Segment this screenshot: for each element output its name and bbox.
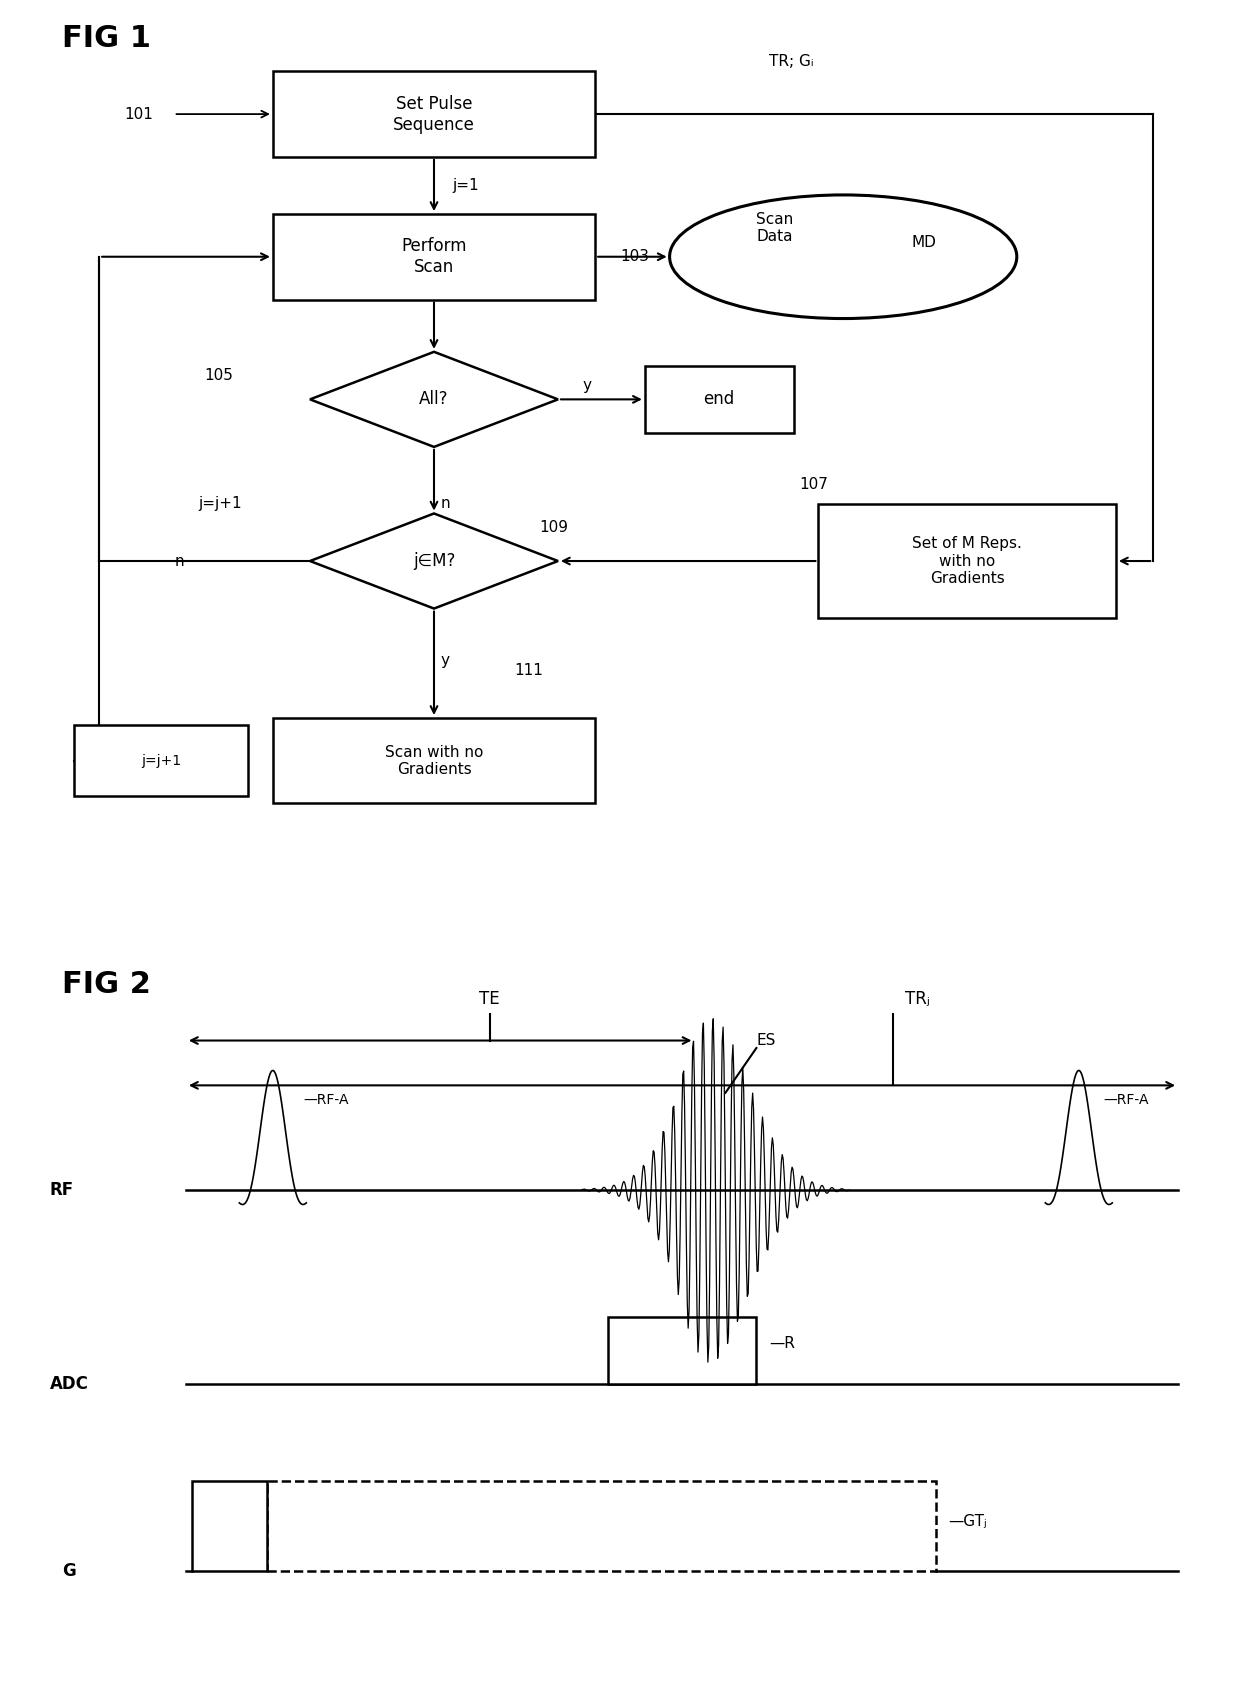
Polygon shape xyxy=(310,351,558,447)
Polygon shape xyxy=(310,513,558,608)
FancyBboxPatch shape xyxy=(273,718,595,803)
Text: MD: MD xyxy=(911,234,936,250)
Text: —RF-A: —RF-A xyxy=(1104,1094,1149,1107)
Text: Set of M Reps.
with no
Gradients: Set of M Reps. with no Gradients xyxy=(913,537,1022,586)
Text: FIG 2: FIG 2 xyxy=(62,970,151,998)
Text: y: y xyxy=(440,654,449,669)
Text: Scan with no
Gradients: Scan with no Gradients xyxy=(384,744,484,778)
Text: ADC: ADC xyxy=(50,1375,88,1394)
Text: n: n xyxy=(175,554,185,569)
Text: FIG 1: FIG 1 xyxy=(62,24,151,53)
Text: j=j+1: j=j+1 xyxy=(198,496,242,511)
Text: Perform
Scan: Perform Scan xyxy=(402,238,466,277)
Text: All?: All? xyxy=(419,391,449,409)
Text: 111: 111 xyxy=(515,662,543,678)
Text: 101: 101 xyxy=(124,107,153,122)
Text: —RF-A: —RF-A xyxy=(304,1094,350,1107)
Bar xyxy=(608,1318,756,1384)
Text: end: end xyxy=(703,391,735,409)
Bar xyxy=(192,1481,267,1571)
Text: RF: RF xyxy=(50,1180,73,1199)
Bar xyxy=(267,1481,936,1571)
Text: j=1: j=1 xyxy=(453,178,479,194)
Text: Set Pulse
Sequence: Set Pulse Sequence xyxy=(393,95,475,134)
Text: j∈M?: j∈M? xyxy=(413,552,455,571)
Text: j=j+1: j=j+1 xyxy=(141,754,181,767)
Text: 105: 105 xyxy=(205,368,233,384)
Text: 107: 107 xyxy=(800,477,828,492)
FancyBboxPatch shape xyxy=(74,725,248,796)
Text: —GTⱼ: —GTⱼ xyxy=(949,1515,987,1530)
Text: G: G xyxy=(62,1562,76,1581)
Text: n: n xyxy=(440,496,450,511)
Text: Scan
Data: Scan Data xyxy=(756,212,794,245)
Text: 109: 109 xyxy=(539,520,568,535)
Text: 103: 103 xyxy=(620,250,649,265)
Text: —R: —R xyxy=(769,1336,795,1352)
FancyBboxPatch shape xyxy=(818,504,1116,618)
Text: y: y xyxy=(583,377,591,392)
FancyBboxPatch shape xyxy=(273,214,595,299)
Ellipse shape xyxy=(670,195,1017,319)
Text: TRⱼ: TRⱼ xyxy=(905,990,930,1009)
Text: ES: ES xyxy=(756,1032,776,1048)
FancyBboxPatch shape xyxy=(273,71,595,156)
Text: TE: TE xyxy=(480,990,500,1009)
Text: TR; Gᵢ: TR; Gᵢ xyxy=(769,54,813,70)
FancyBboxPatch shape xyxy=(645,367,794,433)
